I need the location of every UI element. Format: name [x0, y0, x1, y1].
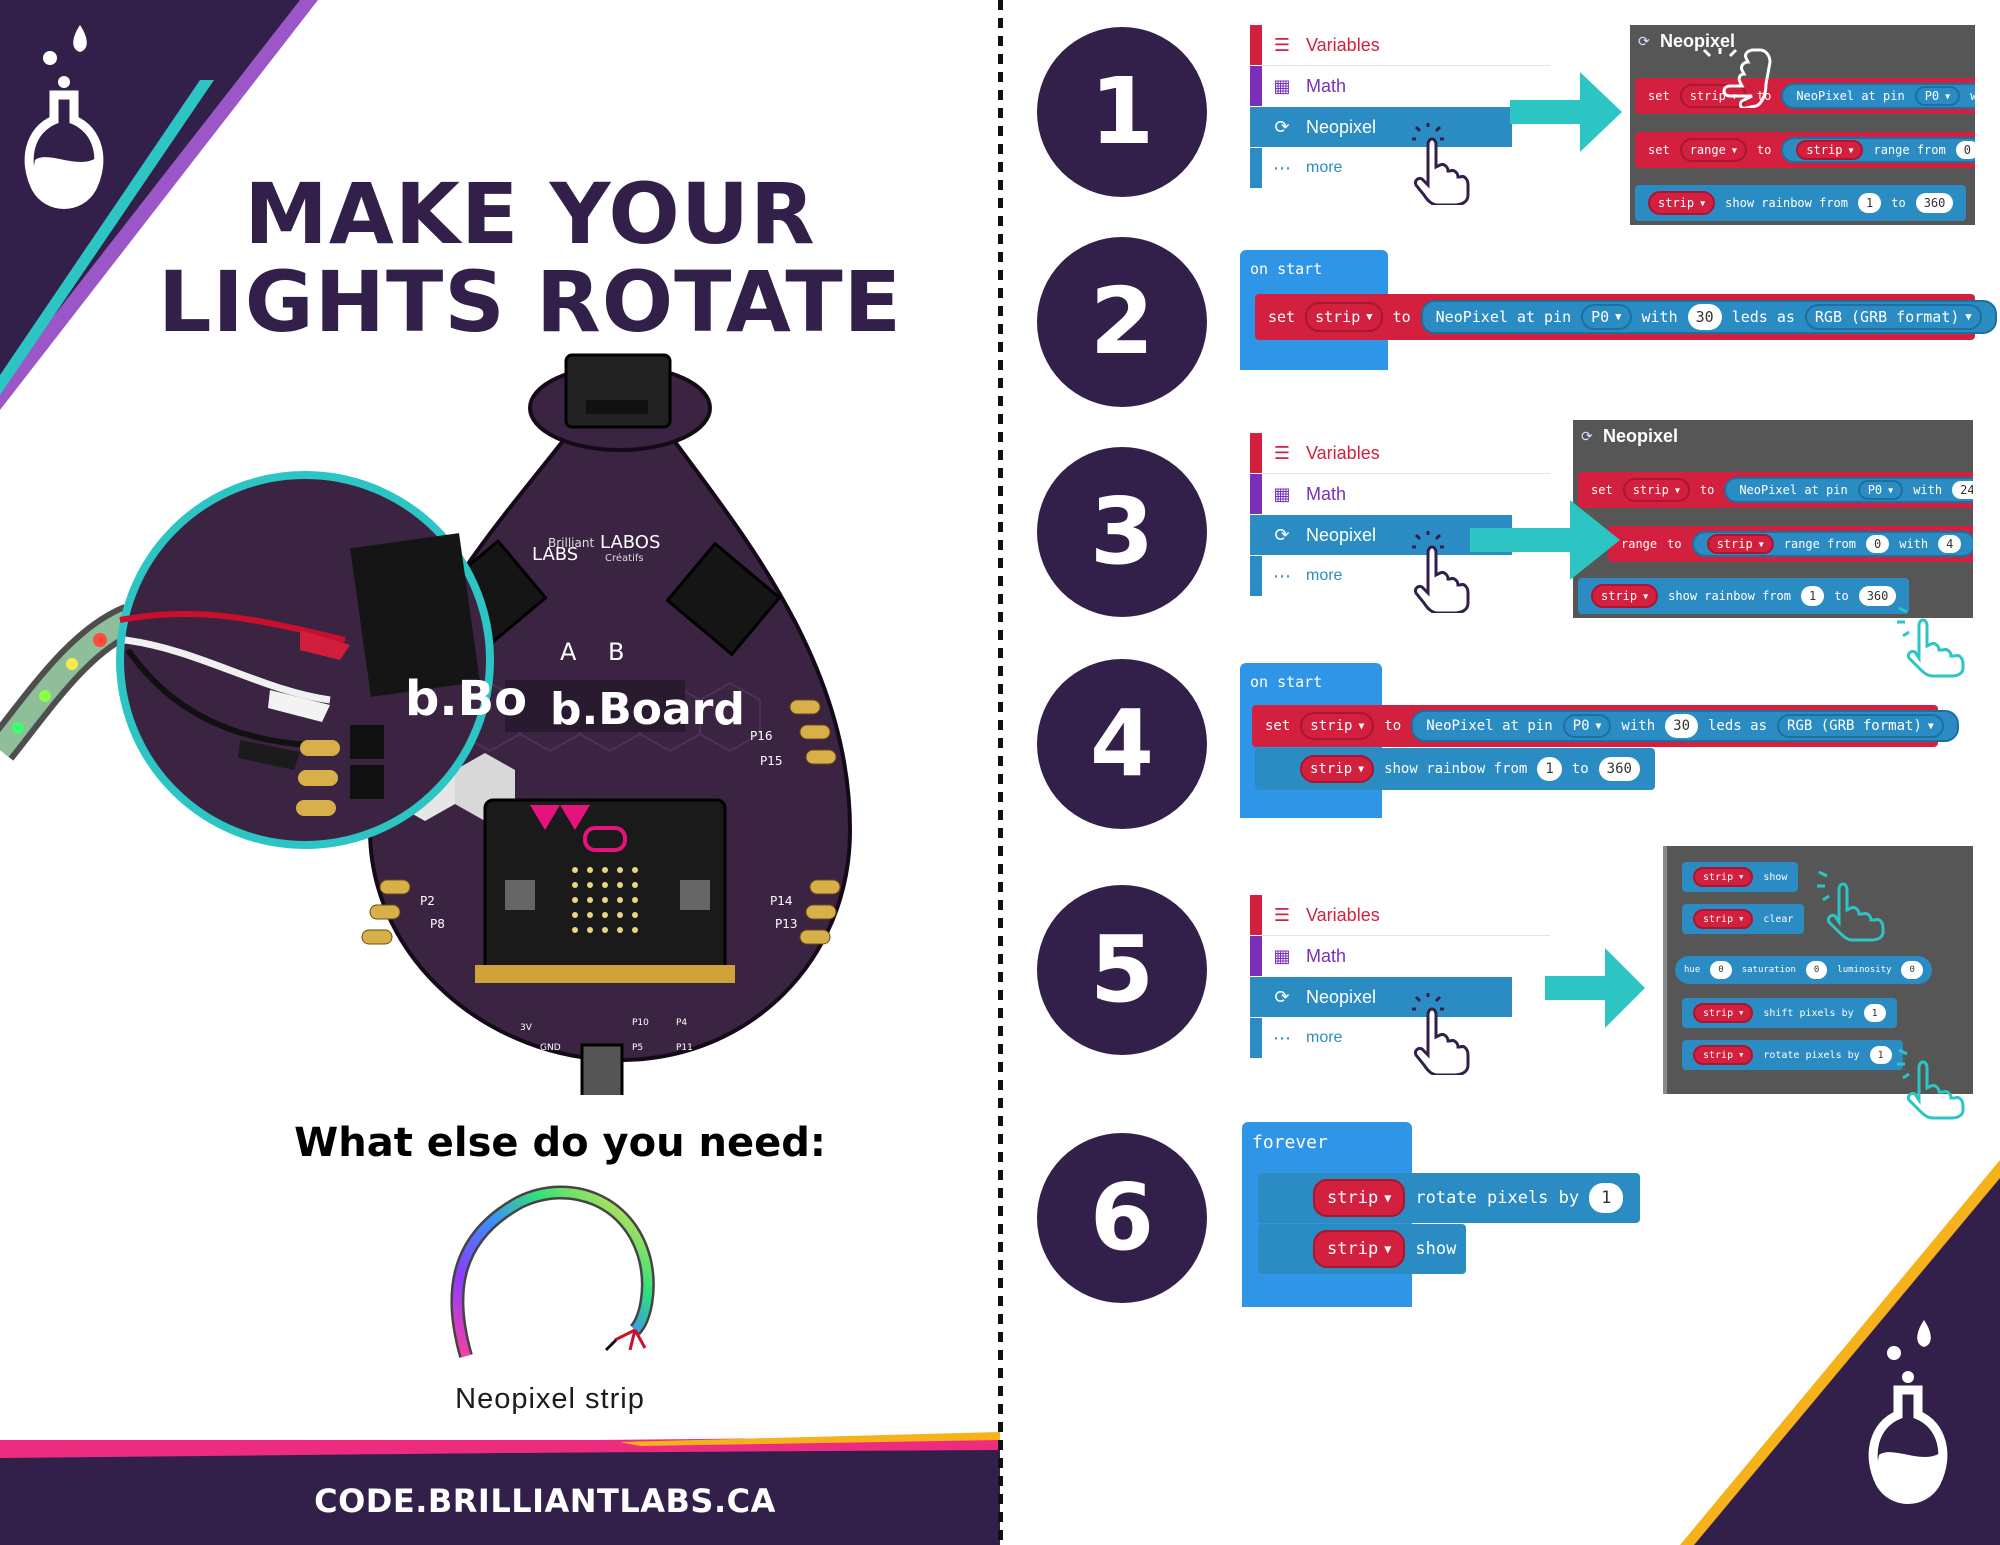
logo-brilliant-text: Brilliant	[548, 536, 594, 550]
toolbox-item-math[interactable]: ▦ Math	[1250, 936, 1540, 976]
arrow-right-icon	[1545, 948, 1645, 1028]
magnified-detail: b.Bo	[119, 533, 527, 816]
spinner-icon: ⟳	[1274, 987, 1290, 1007]
toolbox-step-3: ☰ Variables ▦ Math ⟳ Neopixel ⋯ more	[1250, 433, 1550, 596]
step-3-circle: 3	[1037, 447, 1207, 617]
pin-p11-label: P11	[676, 1043, 693, 1053]
footer-url[interactable]: CODE.BRILLIANTLABS.CA	[314, 1482, 776, 1520]
bboard-label-zoomed: b.Bo	[405, 671, 527, 727]
button-b-label: B	[608, 638, 624, 666]
strip-caption: Neopixel strip	[455, 1383, 645, 1415]
block-show-rainbow-step-4[interactable]: strip ▼ show rainbow from 1 to 360	[1255, 748, 1655, 790]
dots-icon: ⋯	[1273, 566, 1291, 586]
title-line-1: MAKE YOUR	[244, 165, 816, 263]
swipe-hand-icon	[1897, 606, 1965, 678]
block-shift-pixels[interactable]: strip ▼ shift pixels by 1	[1682, 998, 1897, 1028]
toolbox-item-more[interactable]: ⋯ more	[1250, 1018, 1540, 1058]
flask-logo-icon	[24, 25, 104, 209]
neopixel-flyout-step-3: ⟳ Neopixel set strip ▼ to NeoPixel at pin…	[1573, 420, 1973, 618]
pin-p5-label: P5	[632, 1043, 643, 1053]
toolbox-item-more[interactable]: ⋯ more	[1250, 556, 1540, 596]
spinner-icon: ⟳	[1274, 525, 1290, 545]
pin-p4-label: P4	[676, 1018, 687, 1028]
page-title: MAKE YOUR LIGHTS ROTATE	[0, 170, 1000, 346]
block-rotate-pixels[interactable]: strip ▼ rotate pixels by 1	[1682, 1040, 1903, 1070]
corner-decoration	[1680, 1160, 2000, 1545]
button-a-label: A	[560, 638, 577, 666]
led-strip-segment	[0, 604, 137, 761]
toolbox-step-1: ☰ Variables ▦ Math ⟳ Neopixel ⋯ more	[1250, 25, 1550, 188]
pointer-hand-icon	[1817, 870, 1885, 942]
pin-p2-label: P2	[420, 894, 435, 908]
need-heading: What else do you need:	[294, 1120, 826, 1166]
pin-p8-label: P8	[430, 917, 445, 931]
toolbox-item-variables[interactable]: ☰ Variables	[1250, 895, 1540, 935]
toolbox-step-5: ☰ Variables ▦ Math ⟳ Neopixel ⋯ more	[1250, 895, 1550, 1058]
calculator-icon: ▦	[1273, 946, 1291, 966]
toolbox-item-neopixel[interactable]: ⟳ Neopixel	[1250, 977, 1512, 1017]
arrow-right-icon	[1470, 500, 1620, 580]
list-icon: ☰	[1273, 905, 1291, 925]
neopixel-flyout-step-1: ⟳ Neopixel set strip ▼ to NeoPixel at pin…	[1630, 25, 1975, 225]
block-set-strip-step-4[interactable]: set strip ▼ to NeoPixel at pin P0 ▼ with 3…	[1252, 705, 1959, 747]
block-show-rainbow[interactable]: strip ▼ show rainbow from 1 to 360	[1578, 578, 1910, 614]
logo-labs-text: LABS	[532, 544, 578, 565]
footer-stripe	[0, 1432, 1000, 1458]
spinner-icon: ⟳	[1274, 117, 1290, 137]
swipe-hand-icon	[1702, 48, 1772, 108]
step-1-circle: 1	[1037, 27, 1207, 197]
pointer-hand-icon	[1412, 993, 1470, 1075]
pin-3v-label: 3V	[520, 1023, 533, 1033]
spinner-icon: ⟳	[1638, 33, 1650, 49]
logo-labos-text: LABOS	[600, 532, 660, 553]
flask-logo-icon	[1868, 1320, 1948, 1504]
toolbox-item-neopixel[interactable]: ⟳ Neopixel	[1250, 515, 1512, 555]
pointer-hand-icon	[1897, 1048, 1965, 1120]
toolbox-item-variables[interactable]: ☰ Variables	[1250, 433, 1540, 473]
page-divider	[998, 0, 1003, 1545]
block-rotate-pixels-step-6[interactable]: strip ▼ rotate pixels by 1	[1258, 1173, 1640, 1223]
neopixel-strip-image	[450, 1185, 655, 1358]
left-panel: MAKE YOUR LIGHTS ROTATE	[0, 0, 1000, 1545]
block-show-rainbow[interactable]: strip ▼ show rainbow from 1 to 360	[1635, 185, 1967, 221]
pin-gnd-label: GND	[540, 1043, 561, 1053]
calculator-icon: ▦	[1273, 484, 1291, 504]
step-2-circle: 2	[1037, 237, 1207, 407]
block-set-strip-neopixel[interactable]: set strip▼ to NeoPixel at pinP0▼with24le…	[1578, 472, 1973, 508]
block-hue-saturation-luminosity[interactable]: hue 0 saturation 0 luminosity 0	[1675, 956, 1932, 984]
pointer-hand-icon	[1412, 123, 1470, 205]
arrow-right-icon	[1510, 72, 1622, 152]
title-line-2: LIGHTS ROTATE	[157, 253, 903, 351]
list-icon: ☰	[1273, 443, 1291, 463]
dots-icon: ⋯	[1273, 1028, 1291, 1048]
block-strip-show[interactable]: strip ▼ show	[1682, 862, 1799, 892]
step-5-circle: 5	[1037, 885, 1207, 1055]
logo-creatifs-text: Créatifs	[605, 552, 644, 564]
toolbox-item-math[interactable]: ▦ Math	[1250, 474, 1540, 514]
block-strip-show-step-6[interactable]: strip ▼ show	[1258, 1224, 1466, 1274]
spinner-icon: ⟳	[1581, 428, 1593, 444]
bboard-label: b.Board	[550, 684, 745, 735]
step-6-circle: 6	[1037, 1133, 1207, 1303]
block-set-range[interactable]: range to strip ▼ range from 0 with 4	[1608, 526, 1973, 562]
toolbox-item-variables[interactable]: ☰ Variables	[1250, 25, 1540, 65]
toolbox-item-more[interactable]: ⋯ more	[1250, 148, 1540, 188]
pin-p15-label: P15	[760, 754, 783, 768]
block-strip-clear[interactable]: strip ▼ clear	[1682, 904, 1805, 934]
bboard-illustration: Brilliant LABS LABOS Créatifs A B b.Boar…	[0, 353, 853, 1095]
dots-icon: ⋯	[1273, 158, 1291, 178]
step-4-circle: 4	[1037, 659, 1207, 829]
pin-p13-label: P13	[775, 917, 798, 931]
pin-p10-label: P10	[632, 1018, 649, 1028]
block-set-strip-step-2[interactable]: set strip ▼ to NeoPixel at pin P0 ▼ with 3…	[1255, 294, 1997, 340]
calculator-icon: ▦	[1273, 76, 1291, 96]
toolbox-item-math[interactable]: ▦ Math	[1250, 66, 1540, 106]
pin-p16-label: P16	[750, 729, 773, 743]
toolbox-item-neopixel[interactable]: ⟳ Neopixel	[1250, 107, 1512, 147]
pointer-hand-icon	[1412, 531, 1470, 613]
pin-p14-label: P14	[770, 894, 793, 908]
list-icon: ☰	[1273, 35, 1291, 55]
